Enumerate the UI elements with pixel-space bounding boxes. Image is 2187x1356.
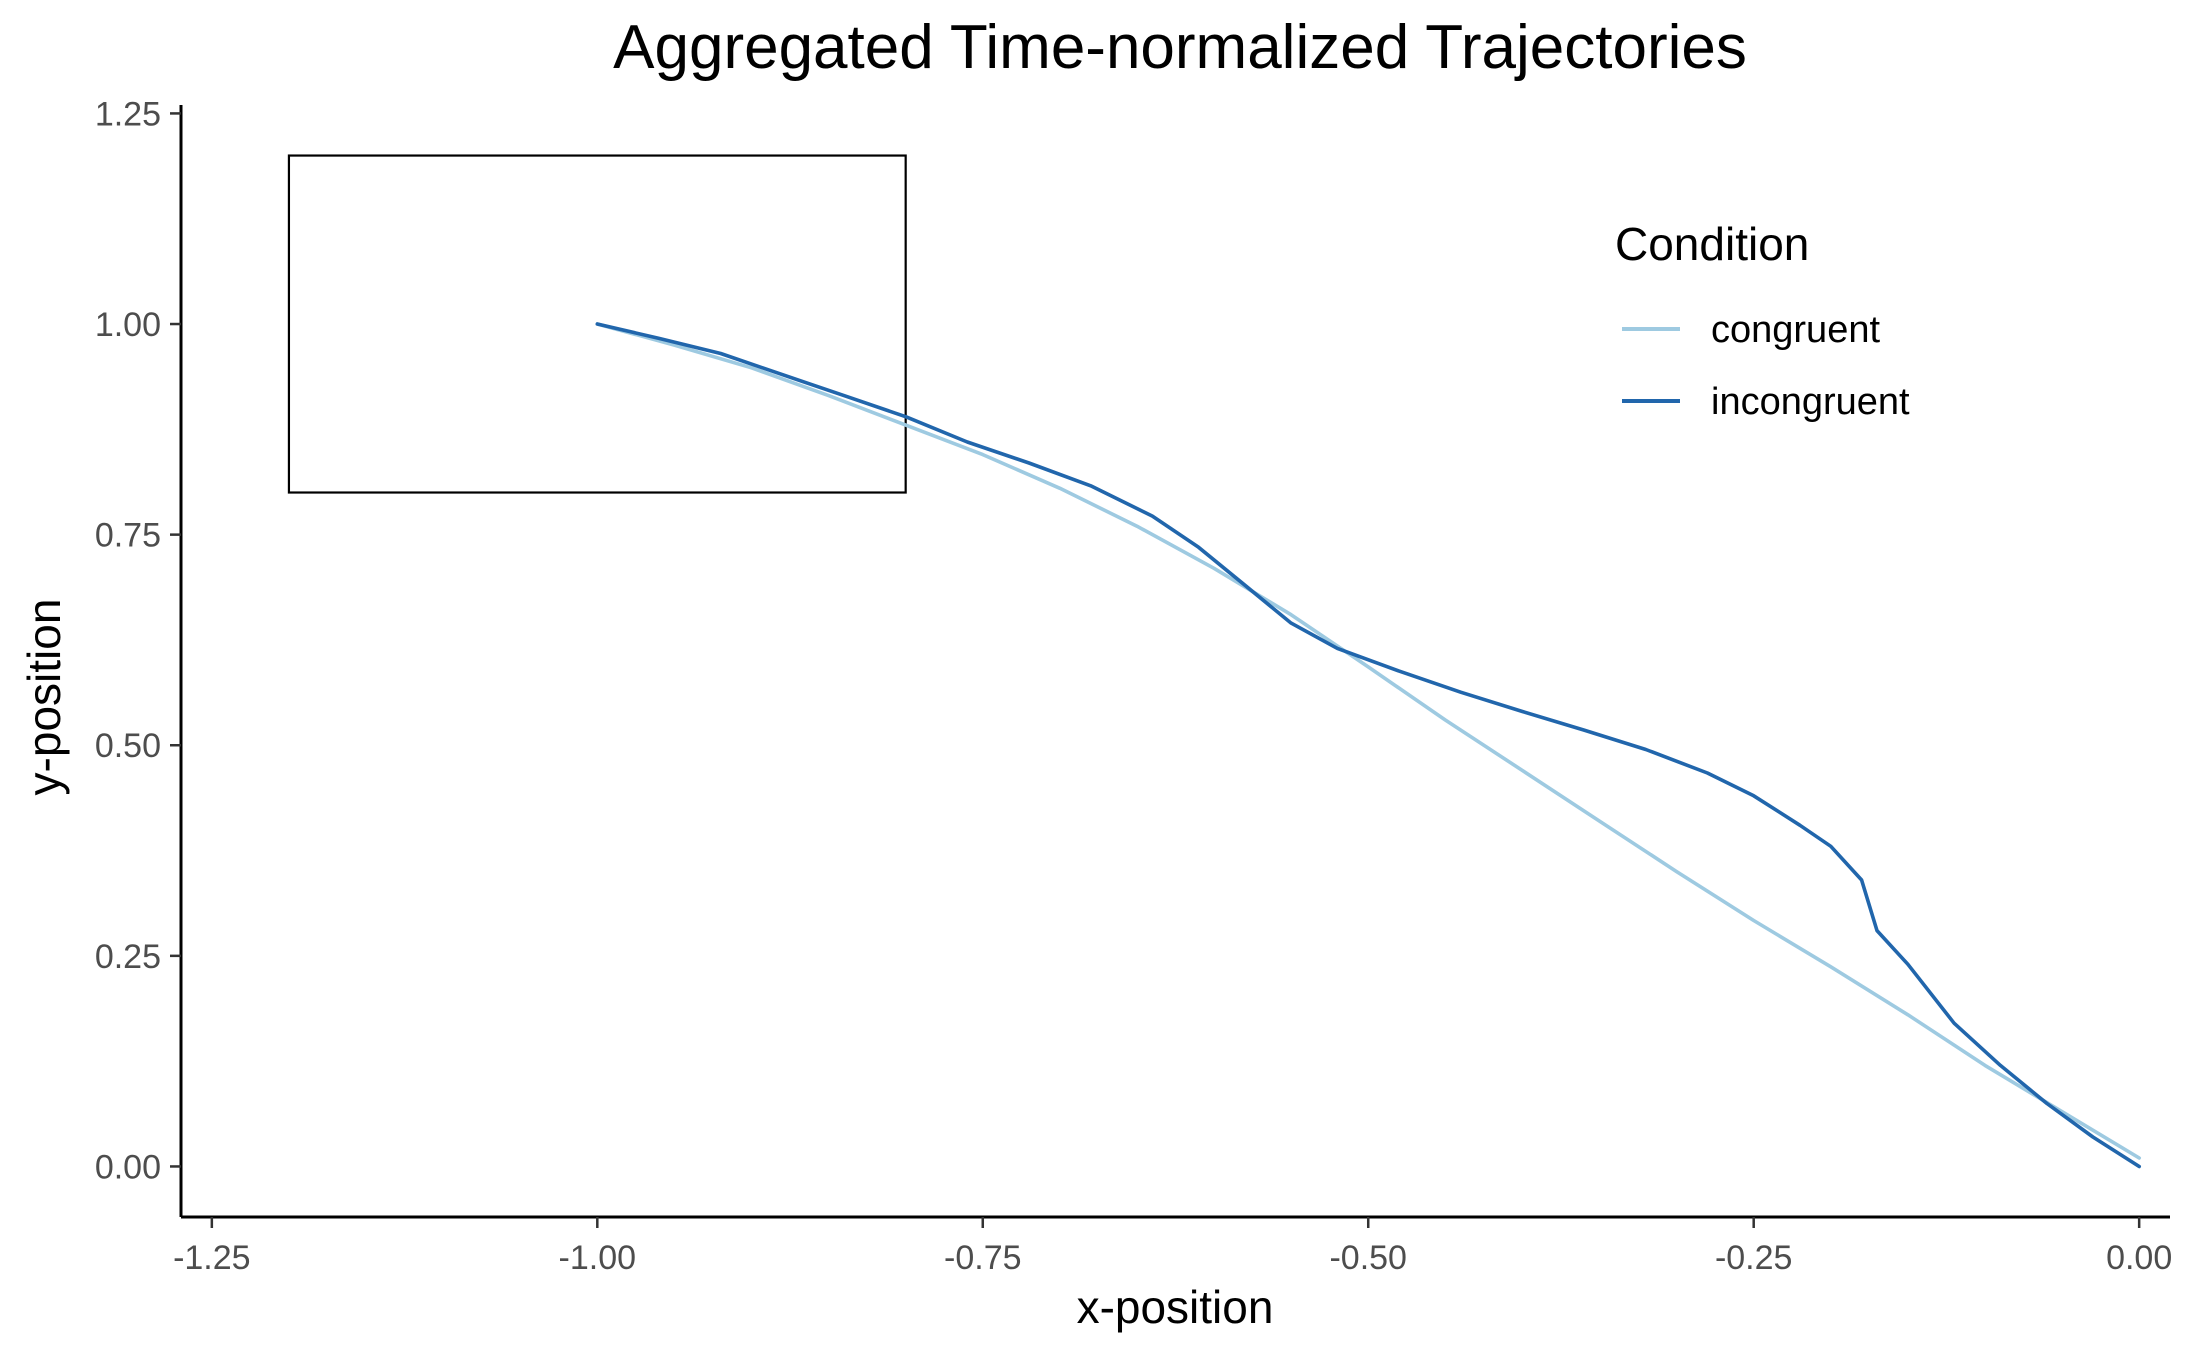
y-tick-label: 1.25 bbox=[95, 95, 161, 133]
legend-title: Condition bbox=[1615, 218, 1809, 270]
start-area-rectangle bbox=[287, 154, 907, 494]
x-axis-title: x-position bbox=[1077, 1281, 1274, 1333]
y-tick-label: 1.00 bbox=[95, 306, 161, 344]
legend-label-incongruent: incongruent bbox=[1711, 381, 1910, 423]
x-tick-label: -1.25 bbox=[173, 1239, 251, 1277]
legend-label-congruent: congruent bbox=[1711, 309, 1880, 351]
y-tick-label: 0.25 bbox=[95, 938, 161, 976]
y-tick-label: 0.75 bbox=[95, 517, 161, 555]
chart-title: Aggregated Time-normalized Trajectories bbox=[613, 13, 1747, 82]
y-axis-title: y-position bbox=[18, 599, 70, 796]
x-tick-label: -1.00 bbox=[559, 1239, 637, 1277]
y-tick-label: 0.00 bbox=[95, 1148, 161, 1186]
x-tick-label: 0.00 bbox=[2106, 1239, 2172, 1277]
x-axis-ticks: -1.25 -1.00 -0.75 -0.50 -0.25 0.00 bbox=[173, 1217, 2172, 1277]
y-tick-label: 0.50 bbox=[95, 727, 161, 765]
x-tick-label: -0.50 bbox=[1329, 1239, 1407, 1277]
y-axis-ticks: 0.00 0.25 0.50 0.75 1.00 1.25 bbox=[95, 95, 181, 1186]
series-line-congruent bbox=[595, 322, 2141, 1160]
series-line-incongruent bbox=[595, 322, 2141, 1169]
legend: Condition congruent incongruent bbox=[1615, 218, 1910, 423]
x-tick-label: -0.75 bbox=[944, 1239, 1022, 1277]
plot-area bbox=[287, 154, 2141, 1169]
x-tick-label: -0.25 bbox=[1715, 1239, 1793, 1277]
